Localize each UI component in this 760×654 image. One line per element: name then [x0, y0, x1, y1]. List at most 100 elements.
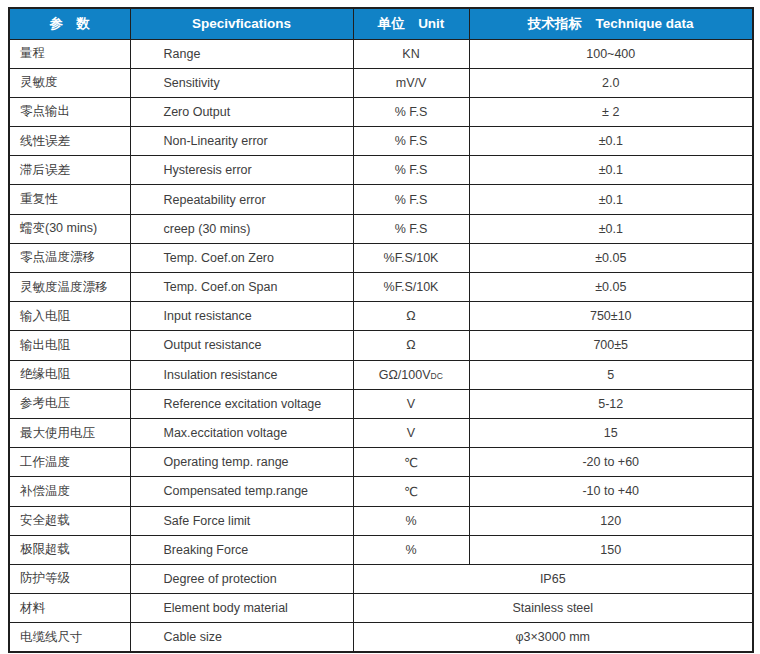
technique-data-cell: 750±10 — [469, 302, 753, 331]
table-row: 灵敏度温度漂移Temp. Coef.on Span%F.S/10K±0.05 — [9, 273, 753, 302]
header-row: 参 数 Specivfications 单位 Unit 技术指标 Techniq… — [9, 8, 753, 39]
specification-en-cell: Repeatability error — [130, 185, 353, 214]
specification-en-cell: Max.eccitation voltage — [130, 418, 353, 447]
unit-cell: V — [353, 418, 469, 447]
col-header-technique-data: 技术指标 Technique data — [469, 8, 753, 39]
technique-data-cell: -10 to +40 — [469, 477, 753, 506]
page: 参 数 Specivfications 单位 Unit 技术指标 Techniq… — [0, 0, 760, 654]
table-row: 零点温度漂移Temp. Coef.on Zero%F.S/10K±0.05 — [9, 243, 753, 272]
technique-data-cell: ±0.1 — [469, 127, 753, 156]
parameter-cn-cell: 重复性 — [9, 185, 130, 214]
specification-en-cell: Degree of protection — [130, 564, 353, 593]
specification-en-cell: Temp. Coef.on Span — [130, 273, 353, 302]
unit-cell: V — [353, 389, 469, 418]
parameter-cn-cell: 材料 — [9, 594, 130, 623]
technique-data-cell: -20 to +60 — [469, 448, 753, 477]
table-row: 安全超载Safe Force limit%120 — [9, 506, 753, 535]
parameter-cn-cell: 灵敏度温度漂移 — [9, 273, 130, 302]
parameter-cn-cell: 参考电压 — [9, 389, 130, 418]
specification-en-cell: Compensated temp.range — [130, 477, 353, 506]
parameter-cn-cell: 量程 — [9, 39, 130, 68]
unit-cell: Ω — [353, 302, 469, 331]
parameter-cn-cell: 防护等级 — [9, 564, 130, 593]
technique-data-cell: 100~400 — [469, 39, 753, 68]
technique-data-cell: IP65 — [353, 564, 753, 593]
technique-data-cell: 5 — [469, 360, 753, 389]
specification-en-cell: Operating temp. range — [130, 448, 353, 477]
parameter-cn-cell: 滞后误差 — [9, 156, 130, 185]
technique-data-cell: 5-12 — [469, 389, 753, 418]
unit-cell: KN — [353, 39, 469, 68]
unit-cell: % — [353, 535, 469, 564]
spec-table: 参 数 Specivfications 单位 Unit 技术指标 Techniq… — [8, 7, 754, 653]
spec-table-body: 量程RangeKN100~400灵敏度SensitivitymV/V2.0零点输… — [9, 39, 753, 652]
parameter-cn-cell: 极限超载 — [9, 535, 130, 564]
technique-data-cell: ± 2 — [469, 97, 753, 126]
table-row: 绝缘电阻Insulation resistanceGΩ/100VDC5 — [9, 360, 753, 389]
table-row: 输出电阻Output resistanceΩ700±5 — [9, 331, 753, 360]
technique-data-cell: 15 — [469, 418, 753, 447]
technique-data-cell: Stainless steel — [353, 594, 753, 623]
specification-en-cell: Breaking Force — [130, 535, 353, 564]
unit-cell: % F.S — [353, 156, 469, 185]
unit-cell: %F.S/10K — [353, 273, 469, 302]
table-row: 防护等级Degree of protectionIP65 — [9, 564, 753, 593]
table-row: 蠕变(30 mins)creep (30 mins)% F.S±0.1 — [9, 214, 753, 243]
technique-data-cell: ±0.05 — [469, 243, 753, 272]
parameter-cn-cell: 线性误差 — [9, 127, 130, 156]
table-row: 灵敏度SensitivitymV/V2.0 — [9, 68, 753, 97]
technique-data-cell: φ3×3000 mm — [353, 623, 753, 652]
col-header-specifications: Specivfications — [130, 8, 353, 39]
specification-en-cell: creep (30 mins) — [130, 214, 353, 243]
parameter-cn-cell: 最大使用电压 — [9, 418, 130, 447]
specification-en-cell: Output resistance — [130, 331, 353, 360]
specification-en-cell: Reference excitation voltage — [130, 389, 353, 418]
specification-en-cell: Cable size — [130, 623, 353, 652]
table-row: 极限超载Breaking Force%150 — [9, 535, 753, 564]
specification-en-cell: Range — [130, 39, 353, 68]
table-row: 工作温度Operating temp. range℃-20 to +60 — [9, 448, 753, 477]
parameter-cn-cell: 电缆线尺寸 — [9, 623, 130, 652]
technique-data-cell: 120 — [469, 506, 753, 535]
technique-data-cell: ±0.1 — [469, 185, 753, 214]
table-row: 最大使用电压Max.eccitation voltageV15 — [9, 418, 753, 447]
unit-cell: % F.S — [353, 97, 469, 126]
technique-data-cell: ±0.1 — [469, 156, 753, 185]
parameter-cn-cell: 补偿温度 — [9, 477, 130, 506]
unit-cell: GΩ/100VDC — [353, 360, 469, 389]
parameter-cn-cell: 灵敏度 — [9, 68, 130, 97]
table-row: 滞后误差Hysteresis error% F.S±0.1 — [9, 156, 753, 185]
technique-data-cell: 150 — [469, 535, 753, 564]
parameter-cn-cell: 安全超载 — [9, 506, 130, 535]
specification-en-cell: Sensitivity — [130, 68, 353, 97]
specification-en-cell: Zero Output — [130, 97, 353, 126]
table-row: 补偿温度Compensated temp.range℃-10 to +40 — [9, 477, 753, 506]
unit-cell: mV/V — [353, 68, 469, 97]
unit-cell: %F.S/10K — [353, 243, 469, 272]
col-header-parameter: 参 数 — [9, 8, 130, 39]
specification-en-cell: Element body material — [130, 594, 353, 623]
parameter-cn-cell: 输出电阻 — [9, 331, 130, 360]
table-row: 材料Element body materialStainless steel — [9, 594, 753, 623]
table-row: 电缆线尺寸Cable sizeφ3×3000 mm — [9, 623, 753, 652]
table-row: 量程RangeKN100~400 — [9, 39, 753, 68]
table-row: 参考电压Reference excitation voltageV5-12 — [9, 389, 753, 418]
unit-cell: % F.S — [353, 214, 469, 243]
unit-cell: ℃ — [353, 448, 469, 477]
parameter-cn-cell: 零点温度漂移 — [9, 243, 130, 272]
col-header-unit: 单位 Unit — [353, 8, 469, 39]
parameter-cn-cell: 蠕变(30 mins) — [9, 214, 130, 243]
specification-en-cell: Temp. Coef.on Zero — [130, 243, 353, 272]
unit-cell: % F.S — [353, 127, 469, 156]
parameter-cn-cell: 输入电阻 — [9, 302, 130, 331]
spec-table-header: 参 数 Specivfications 单位 Unit 技术指标 Techniq… — [9, 8, 753, 39]
technique-data-cell: 700±5 — [469, 331, 753, 360]
unit-subscript: DC — [431, 371, 444, 381]
unit-cell: % F.S — [353, 185, 469, 214]
table-row: 线性误差Non-Linearity error% F.S±0.1 — [9, 127, 753, 156]
unit-cell: Ω — [353, 331, 469, 360]
technique-data-cell: 2.0 — [469, 68, 753, 97]
specification-en-cell: Non-Linearity error — [130, 127, 353, 156]
technique-data-cell: ±0.05 — [469, 273, 753, 302]
parameter-cn-cell: 绝缘电阻 — [9, 360, 130, 389]
